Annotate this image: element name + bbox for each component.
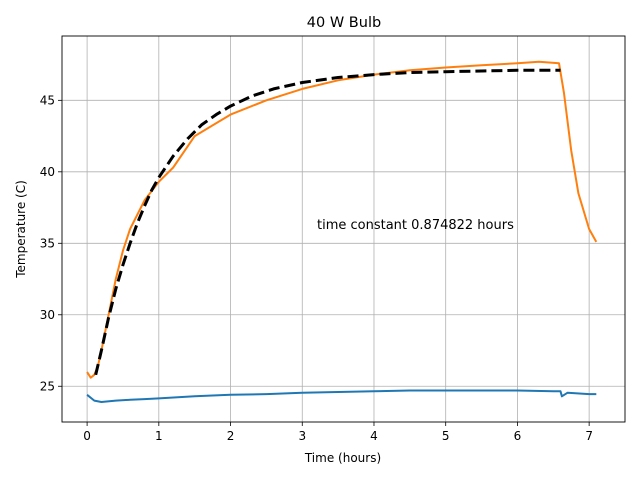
x-tick-label: 4 <box>370 429 378 443</box>
series-line-fit <box>94 68 561 376</box>
x-tick-label: 7 <box>585 429 593 443</box>
y-tick-label: 25 <box>40 379 55 393</box>
series-layer <box>86 60 598 403</box>
series-line-ambient <box>86 389 597 403</box>
y-tick-label: 30 <box>40 308 55 322</box>
y-tick-label: 35 <box>40 236 55 250</box>
y-axis-label: Temperature (C) <box>14 180 28 279</box>
x-axis-label: Time (hours) <box>304 451 381 465</box>
x-tick-label: 1 <box>155 429 163 443</box>
grid <box>62 36 625 422</box>
y-tick-label: 45 <box>40 93 55 107</box>
x-tick-label: 6 <box>514 429 522 443</box>
plot-frame <box>61 35 626 423</box>
x-tick-label: 5 <box>442 429 450 443</box>
annotation-time-constant: time constant 0.874822 hours <box>317 218 514 233</box>
x-tick-label: 0 <box>83 429 91 443</box>
chart-title: 40 W Bulb <box>307 15 381 31</box>
x-tick-label: 2 <box>227 429 235 443</box>
x-tick-label: 3 <box>298 429 306 443</box>
y-tick-label: 40 <box>40 165 55 179</box>
